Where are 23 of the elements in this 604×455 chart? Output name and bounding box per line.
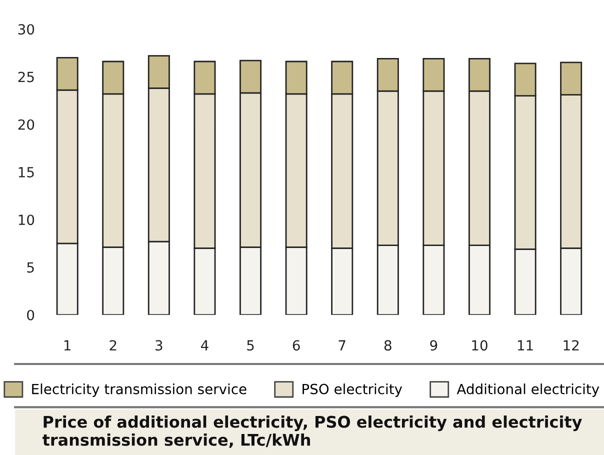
- y-tick-label: 20: [18, 119, 34, 130]
- y-tick-label: 25: [18, 72, 34, 82]
- x-tick-label: 6: [292, 340, 300, 351]
- y-tick-label: 30: [18, 24, 34, 35]
- text: Price of additional electricity, PSO electricity and electricity transmission service, LTc/kWh: [42, 416, 582, 448]
- x-tick-label: 1: [64, 340, 70, 350]
- legend-label: Electricity transmission service: [32, 384, 246, 397]
- y-tick-label: 10: [18, 214, 34, 226]
- x-tick-label: 11: [518, 340, 533, 350]
- x-tick-label: 5: [247, 340, 254, 351]
- x-tick-label: 4: [200, 340, 208, 350]
- x-tick-label: 9: [430, 340, 438, 351]
- y-tick-label: 0: [27, 310, 34, 320]
- y-tick-label: 15: [18, 167, 34, 178]
- x-tick-label: 8: [384, 340, 392, 351]
- x-tick-label: 3: [156, 340, 162, 351]
- legend-label: PSO electricity: [302, 384, 402, 397]
- x-tick-label: 2: [110, 340, 116, 350]
- legend-label: Additional electricity: [456, 384, 600, 397]
- x-tick-label: 10: [472, 340, 488, 351]
- y-tick-label: 5: [27, 262, 34, 273]
- x-tick-label: 12: [564, 340, 579, 350]
- x-tick-label: 7: [338, 340, 346, 350]
